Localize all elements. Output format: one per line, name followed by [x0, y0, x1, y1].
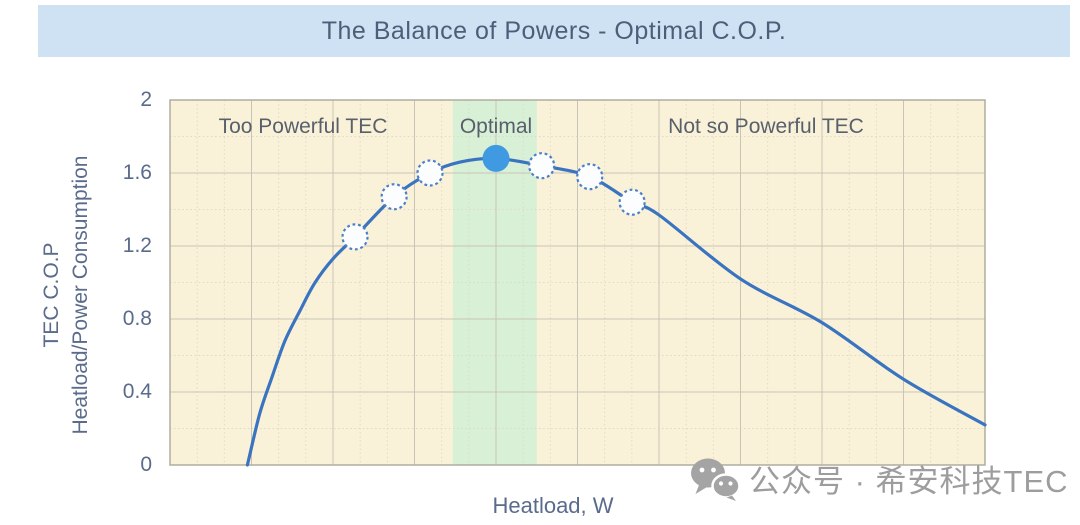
- title-banner: The Balance of Powers - Optimal C.O.P.: [38, 5, 1070, 57]
- y-axis-title: TEC C.O.P Heatload/Power Consumption: [37, 105, 95, 485]
- y-axis-title-line1: TEC C.O.P: [40, 242, 63, 348]
- watermark: 公众号 · 希安科技TEC: [688, 456, 1069, 501]
- optimal-data-point: [482, 144, 510, 172]
- data-point-open: [528, 152, 556, 180]
- region-label-not-so-powerful: Not so Powerful TEC: [668, 115, 864, 138]
- y-axis-title-line2: Heatload/Power Consumption: [69, 155, 92, 435]
- wechat-icon: [691, 458, 741, 501]
- data-point-open: [618, 188, 646, 216]
- y-tick-label: 0.4: [122, 380, 152, 403]
- y-tick-label: 1.6: [122, 161, 152, 184]
- y-tick-label: 2: [140, 88, 152, 111]
- region-label-too-powerful: Too Powerful TEC: [218, 115, 388, 138]
- chart-title: The Balance of Powers - Optimal C.O.P.: [321, 16, 787, 45]
- region-label-optimal: Optimal: [459, 115, 533, 138]
- data-point-open: [416, 159, 444, 187]
- y-tick-label: 0: [140, 453, 152, 476]
- data-point-open: [341, 223, 369, 251]
- data-point-open: [576, 163, 604, 191]
- y-tick-label: 1.2: [122, 234, 152, 257]
- y-tick-label: 0.8: [122, 307, 152, 330]
- watermark-text: 公众号 · 希安科技TEC: [749, 464, 1069, 499]
- data-point-open: [380, 183, 408, 211]
- cop-curve: [245, 156, 987, 467]
- x-axis-title: Heatload, W: [492, 493, 614, 518]
